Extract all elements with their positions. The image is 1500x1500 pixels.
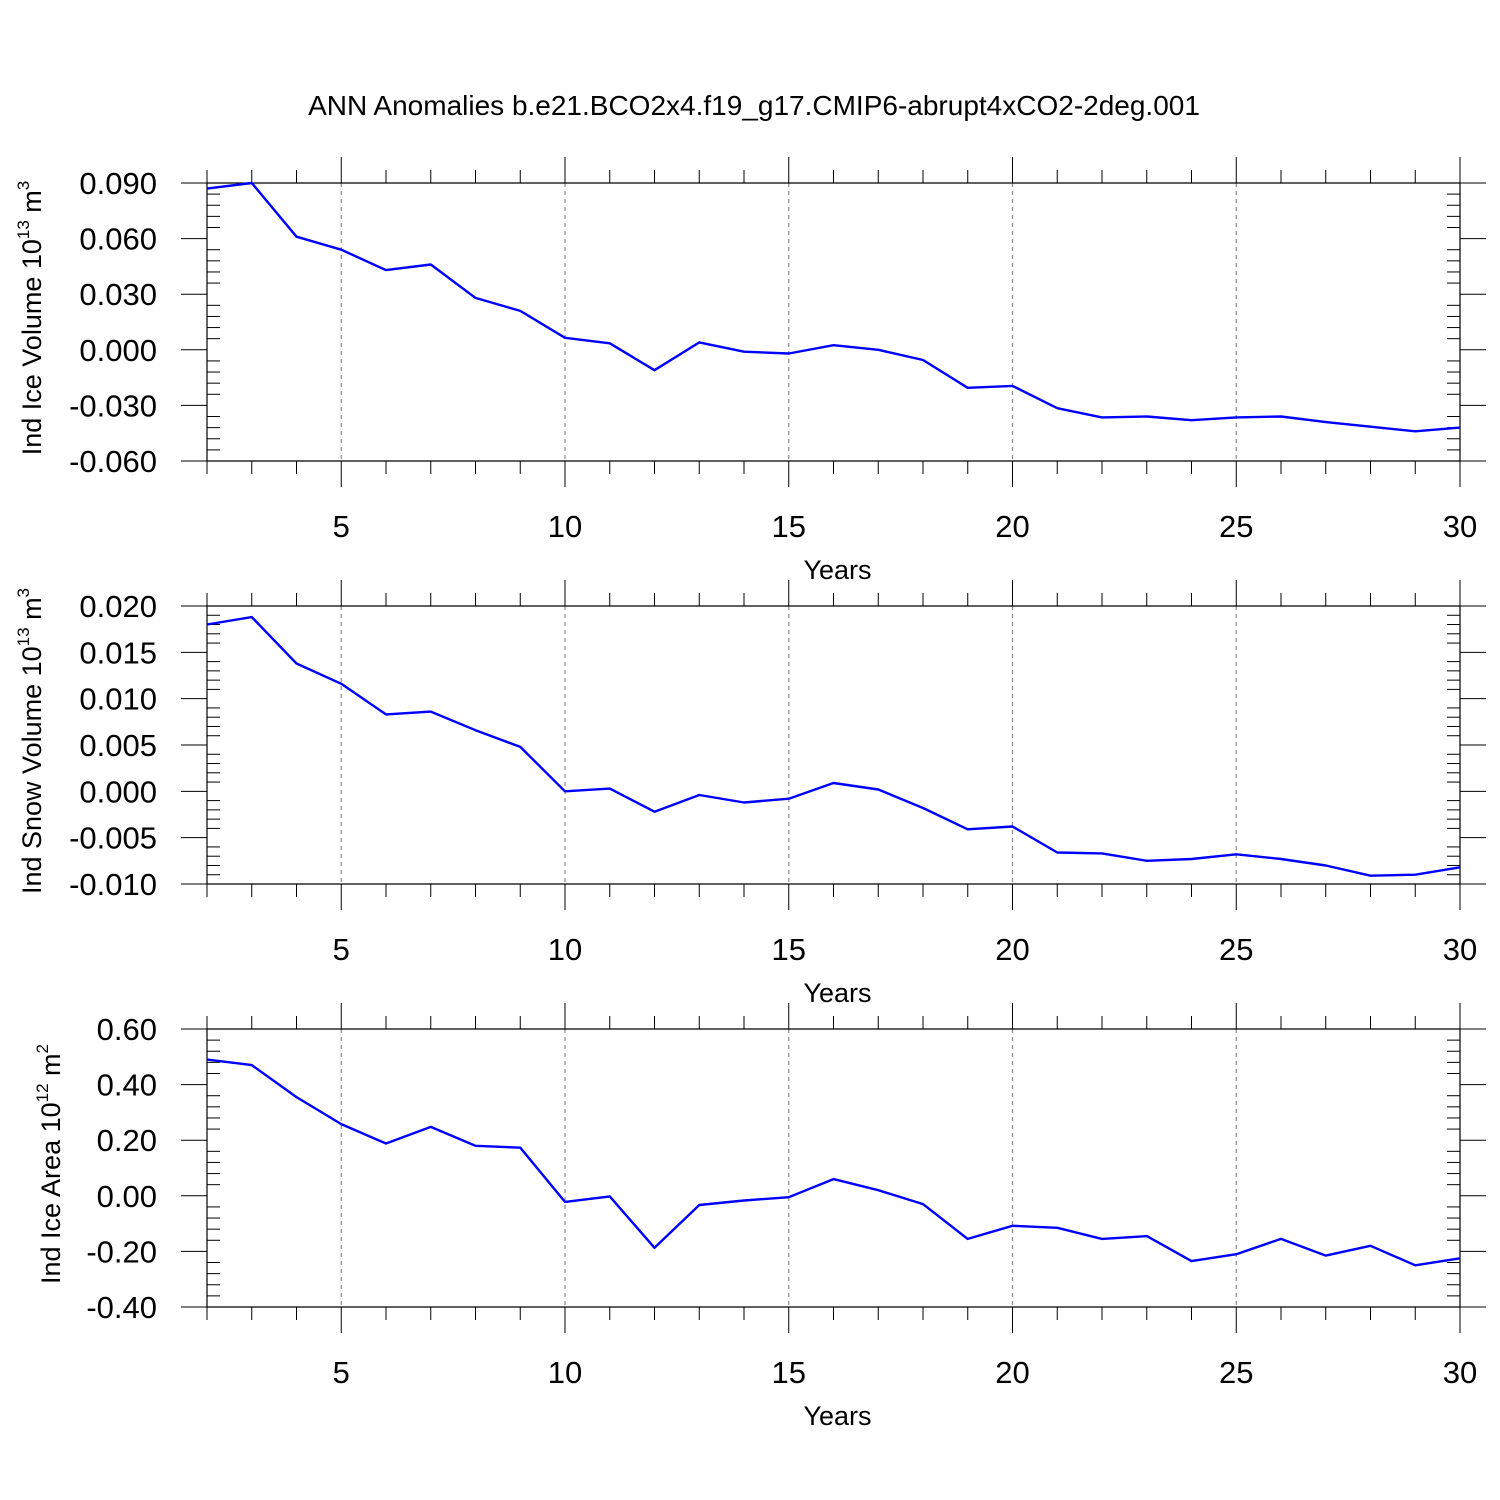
y-tick-label: 0.20: [97, 1123, 157, 1158]
y-tick-label: 0.60: [97, 1012, 157, 1047]
x-tick-label: 15: [772, 509, 806, 544]
y-tick-label: -0.005: [69, 821, 157, 856]
x-axis-label: Years: [803, 555, 871, 585]
x-tick-label: 5: [333, 932, 350, 967]
x-axis-label: Years: [803, 1401, 871, 1431]
y-tick-label: 0.000: [79, 333, 157, 368]
y-tick-label: 0.060: [79, 222, 157, 257]
figure-title: ANN Anomalies b.e21.BCO2x4.f19_g17.CMIP6…: [308, 90, 1200, 121]
x-tick-label: 30: [1443, 509, 1477, 544]
x-tick-label: 25: [1219, 509, 1253, 544]
y-tick-label: -0.40: [86, 1290, 157, 1325]
x-tick-label: 30: [1443, 932, 1477, 967]
x-tick-label: 15: [772, 932, 806, 967]
y-tick-label: 0.000: [79, 774, 157, 809]
x-tick-label: 20: [995, 1355, 1029, 1390]
y-tick-label: 0.010: [79, 682, 157, 717]
y-tick-label: -0.20: [86, 1234, 157, 1269]
x-tick-label: 5: [333, 1355, 350, 1390]
x-tick-label: 5: [333, 509, 350, 544]
series-line-1: [206, 1058, 1461, 1267]
x-tick-label: 25: [1219, 1355, 1253, 1390]
y-tick-label: 0.020: [79, 589, 157, 624]
x-tick-label: 20: [995, 509, 1029, 544]
x-tick-label: 25: [1219, 932, 1253, 967]
chart-panel-1: -0.060 -0.030 0.000 0.030 0.060 0.090 5 10 15 20 2…: [14, 157, 1486, 585]
y-axis-label: Ind Snow Volume 1013 m3: [14, 588, 47, 894]
x-tick-label: 10: [548, 509, 582, 544]
series-line-1: [206, 181, 1461, 433]
y-tick-label: 0.40: [97, 1068, 157, 1103]
y-tick-label: 0.030: [79, 277, 157, 312]
chart-panel-2: -0.010 -0.005 0.000 0.005 0.010 0.015 0.020 5 10…: [14, 580, 1486, 1008]
x-tick-label: 10: [548, 932, 582, 967]
y-tick-label: 0.090: [79, 166, 157, 201]
y-axis-label: Ind Ice Area 1012 m2: [33, 1044, 66, 1284]
series-line-1: [206, 615, 1461, 877]
x-axis-label: Years: [803, 978, 871, 1008]
y-tick-label: -0.030: [69, 388, 157, 423]
y-tick-label: 0.005: [79, 728, 157, 763]
y-axis-label: Ind Ice Volume 1013 m3: [14, 181, 47, 456]
x-tick-label: 15: [772, 1355, 806, 1390]
y-tick-label: -0.060: [69, 444, 157, 479]
x-tick-label: 30: [1443, 1355, 1477, 1390]
y-tick-label: 0.015: [79, 635, 157, 670]
chart-panel-3: -0.40 -0.20 0.00 0.20 0.40 0.60 5 10 15 20 25 30 Yea…: [33, 1003, 1486, 1431]
x-tick-label: 20: [995, 932, 1029, 967]
x-tick-label: 10: [548, 1355, 582, 1390]
y-tick-label: 0.00: [97, 1179, 157, 1214]
y-tick-label: -0.010: [69, 867, 157, 902]
